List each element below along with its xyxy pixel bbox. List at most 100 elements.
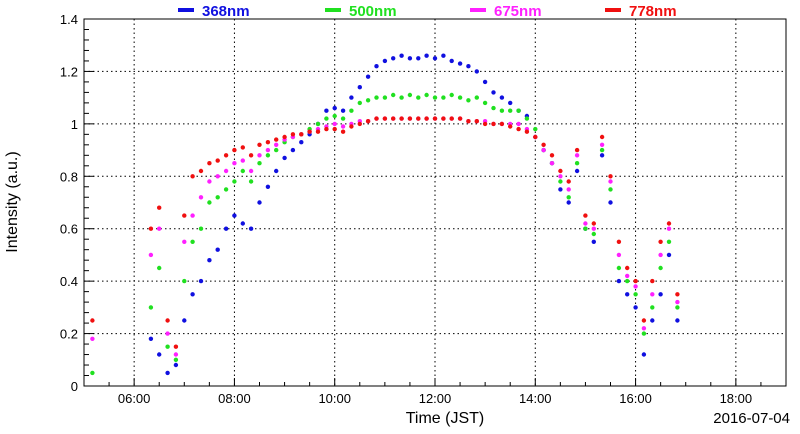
data-point — [675, 299, 680, 305]
date-label: 2016-07-04 — [713, 410, 790, 427]
data-point — [574, 147, 580, 153]
data-point — [315, 121, 321, 127]
data-point — [240, 221, 245, 226]
data-point — [441, 95, 446, 100]
data-point — [165, 331, 170, 336]
data-point — [466, 63, 471, 69]
data-point — [616, 265, 622, 271]
data-point — [599, 147, 605, 153]
data-point — [566, 200, 571, 205]
data-point — [666, 239, 672, 244]
data-point — [240, 145, 245, 150]
data-point — [583, 213, 588, 218]
data-point — [599, 153, 605, 158]
y-axis-title: Intensity (a.u.) — [4, 151, 21, 252]
data-point — [491, 90, 496, 95]
data-point — [290, 132, 296, 137]
data-point — [583, 226, 588, 231]
data-point — [608, 187, 613, 192]
legend-swatch — [605, 8, 621, 12]
data-point — [566, 187, 571, 192]
data-point — [198, 278, 204, 284]
data-point — [182, 239, 187, 244]
data-point — [324, 126, 329, 132]
data-point — [190, 239, 195, 244]
data-point — [499, 95, 505, 100]
data-point — [223, 226, 229, 231]
data-point — [248, 179, 254, 184]
data-point — [650, 278, 655, 284]
data-point — [658, 252, 663, 258]
data-point — [265, 147, 271, 153]
data-point — [340, 108, 346, 113]
data-point — [274, 142, 279, 147]
legend: 368nm 500nm 675nm 778nm — [178, 3, 677, 20]
data-point — [558, 174, 563, 179]
data-point — [516, 126, 521, 132]
data-point — [365, 119, 371, 124]
data-point — [357, 100, 362, 106]
data-point — [223, 153, 229, 158]
data-point — [90, 336, 95, 341]
data-point — [315, 129, 321, 134]
data-point — [265, 153, 271, 158]
legend-label: 500nm — [349, 3, 397, 20]
data-point — [148, 226, 154, 231]
data-point — [658, 292, 663, 297]
data-point — [248, 168, 254, 174]
data-point — [625, 273, 630, 279]
data-point — [324, 116, 329, 121]
data-point — [633, 292, 638, 297]
legend-label: 675nm — [494, 3, 542, 20]
data-point — [332, 121, 337, 127]
data-point — [524, 129, 530, 134]
data-point — [332, 126, 337, 132]
y-tick-label: 1.2 — [60, 64, 78, 79]
data-point — [391, 116, 396, 121]
data-point — [215, 158, 220, 163]
data-point — [340, 116, 346, 121]
data-point — [424, 53, 429, 58]
data-point — [650, 292, 655, 297]
data-point — [583, 221, 588, 226]
data-point — [625, 292, 630, 297]
data-point — [148, 336, 154, 341]
data-point — [182, 213, 187, 218]
data-point — [182, 318, 187, 323]
series-778nm — [90, 116, 680, 349]
legend-label: 778nm — [629, 3, 677, 20]
data-point — [541, 142, 546, 147]
legend-label: 368nm — [202, 3, 250, 20]
data-point — [223, 168, 229, 174]
data-point — [416, 116, 421, 121]
data-point — [148, 252, 154, 258]
data-point — [549, 153, 555, 158]
data-point — [625, 265, 630, 271]
data-point — [324, 108, 329, 113]
data-point — [457, 116, 463, 121]
y-tick-label: 1.4 — [60, 12, 78, 27]
data-point — [223, 187, 229, 192]
data-point — [90, 370, 95, 376]
data-point — [274, 137, 279, 142]
data-point — [282, 134, 287, 140]
data-point — [482, 79, 488, 85]
data-point — [566, 179, 571, 184]
data-point — [457, 61, 463, 66]
x-tick-label: 18:00 — [720, 391, 753, 406]
data-point — [616, 252, 622, 258]
data-point — [616, 278, 622, 284]
data-point — [374, 95, 379, 100]
data-point — [516, 121, 521, 127]
data-point — [482, 100, 488, 106]
data-point — [173, 352, 179, 357]
data-point — [148, 305, 154, 310]
y-tick-label: 1 — [71, 117, 78, 132]
data-point — [407, 56, 413, 61]
data-point — [157, 265, 162, 271]
data-point — [641, 318, 647, 323]
data-point — [558, 187, 563, 192]
data-point — [382, 95, 388, 100]
data-point — [248, 226, 254, 231]
data-point — [215, 247, 220, 252]
